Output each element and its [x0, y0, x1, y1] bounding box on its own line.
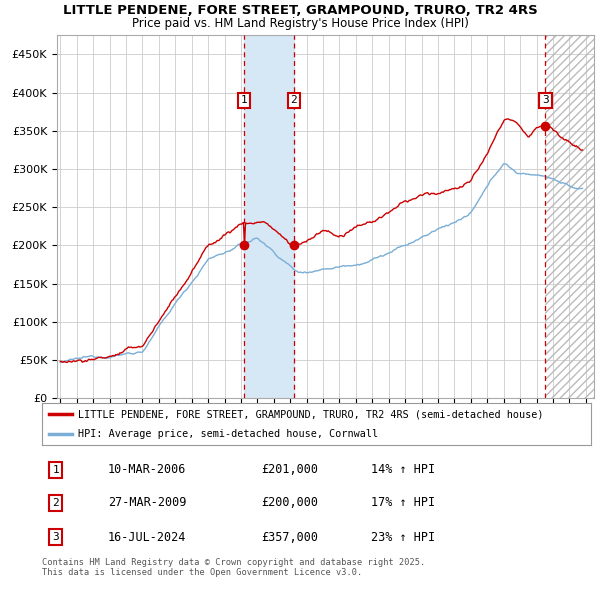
Text: 23% ↑ HPI: 23% ↑ HPI	[371, 530, 436, 543]
Text: 3: 3	[542, 96, 549, 106]
Text: LITTLE PENDENE, FORE STREET, GRAMPOUND, TRURO, TR2 4RS: LITTLE PENDENE, FORE STREET, GRAMPOUND, …	[62, 4, 538, 17]
Text: Price paid vs. HM Land Registry's House Price Index (HPI): Price paid vs. HM Land Registry's House …	[131, 17, 469, 30]
Text: £200,000: £200,000	[262, 496, 319, 510]
Text: £201,000: £201,000	[262, 463, 319, 477]
Text: LITTLE PENDENE, FORE STREET, GRAMPOUND, TRURO, TR2 4RS (semi-detached house): LITTLE PENDENE, FORE STREET, GRAMPOUND, …	[77, 409, 543, 419]
Text: 27-MAR-2009: 27-MAR-2009	[108, 496, 186, 510]
Bar	[244, 35, 294, 398]
Text: 1: 1	[52, 465, 59, 475]
Text: 3: 3	[52, 532, 59, 542]
Text: 16-JUL-2024: 16-JUL-2024	[108, 530, 186, 543]
Text: Contains HM Land Registry data © Crown copyright and database right 2025.
This d: Contains HM Land Registry data © Crown c…	[42, 558, 425, 577]
Bar	[545, 35, 594, 398]
Text: HPI: Average price, semi-detached house, Cornwall: HPI: Average price, semi-detached house,…	[77, 429, 378, 439]
Text: £357,000: £357,000	[262, 530, 319, 543]
Text: 17% ↑ HPI: 17% ↑ HPI	[371, 496, 436, 510]
Text: 2: 2	[52, 498, 59, 508]
Text: 10-MAR-2006: 10-MAR-2006	[108, 463, 186, 477]
Text: 2: 2	[290, 96, 298, 106]
Text: 14% ↑ HPI: 14% ↑ HPI	[371, 463, 436, 477]
Text: 1: 1	[241, 96, 247, 106]
